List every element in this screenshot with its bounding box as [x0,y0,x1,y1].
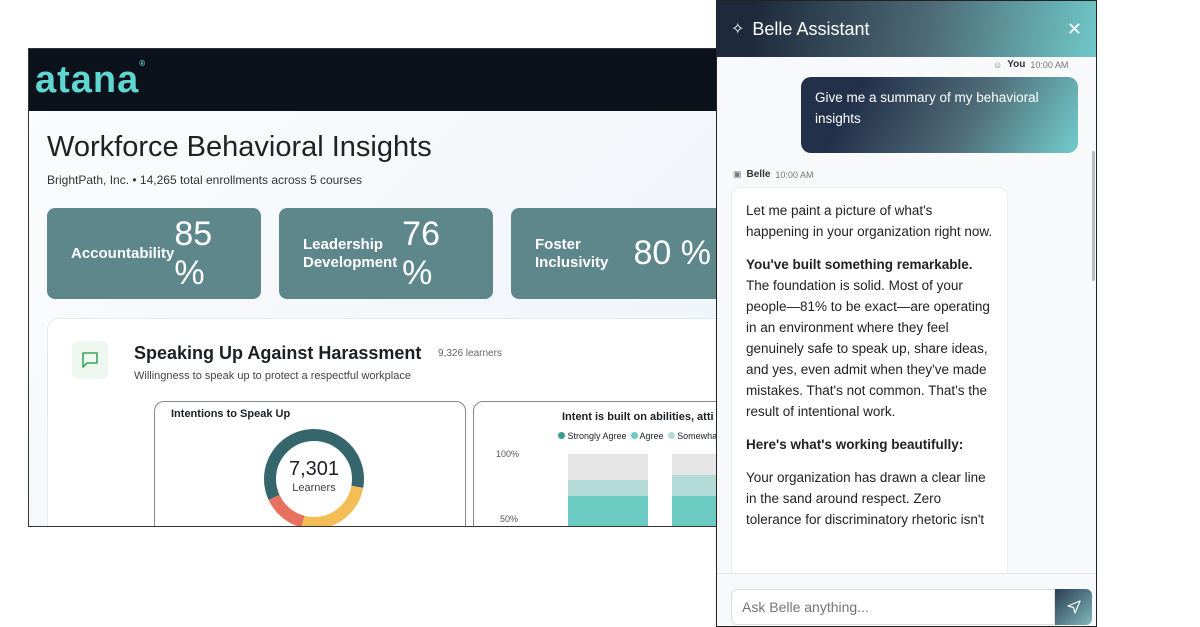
bot-heading: Here's what's working beautifully: [746,437,964,452]
assistant-header: ✧ Belle Assistant ✕ [717,1,1096,57]
bot-heading: You've built something remarkable. [746,257,973,272]
page-title: Workforce Behavioral Insights [47,131,432,163]
assistant-panel: ✧ Belle Assistant ✕ ☺ You 10:00 AM Give … [716,0,1097,627]
bot-paragraph: Your organization has drawn a clear line… [746,470,986,527]
legend-item: Agree [630,431,664,441]
send-icon [1066,600,1081,614]
bot-meta: ▣ Belle 10:00 AM [733,169,813,180]
donut-value: 7,301 [288,458,340,480]
bot-time: 10:00 AM [775,169,814,180]
donut-segment[interactable] [264,429,364,526]
donut-chart [264,429,364,526]
bar-segment[interactable] [568,480,648,496]
send-button[interactable] [1055,589,1092,625]
top-bar: atana® [29,49,717,111]
dashboard-window: atana® Workforce Behavioral Insights Bri… [28,48,718,527]
page-subtitle: BrightPath, Inc. • 14,265 total enrollme… [47,173,363,187]
kpi-value: 76 % [402,214,440,292]
user-message: Give me a summary of my behavioral insig… [801,77,1078,153]
donut-segment[interactable] [264,429,364,526]
legend-item: Strongly Agree [558,431,627,441]
user-name: You [1007,59,1026,70]
bar-segment[interactable] [568,495,648,526]
bot-paragraph: Let me paint a picture of what's happeni… [746,203,993,239]
kpi-label: Accountability [71,244,175,262]
assistant-title: Belle Assistant [752,18,870,39]
learner-count: 9,326 learners [438,348,502,359]
close-icon[interactable]: ✕ [1066,18,1082,39]
section-description: Willingness to speak up to protect a res… [134,370,411,382]
atana-logo[interactable]: atana® [35,58,147,101]
user-meta: ☺ You 10:00 AM [993,59,1068,70]
chat-bubble-icon [72,341,108,379]
bot-message: Let me paint a picture of what's happeni… [731,187,1008,587]
kpi-label: Foster Inclusivity [535,235,609,271]
bar-segment[interactable] [568,454,648,480]
donut-title: Intentions to Speak Up [171,408,291,420]
user-icon: ☺ [993,59,1003,70]
sparkles-icon: ✧ [731,21,745,38]
kpi-value: 80 % [633,234,712,272]
input-bar [717,573,1096,626]
bar-segment[interactable] [672,495,717,526]
chat-input[interactable] [731,589,1055,625]
bar-title: Intent is built on abilities, atti [562,411,714,423]
bar-segment[interactable] [672,474,717,496]
scrollbar[interactable] [1092,151,1095,281]
bot-paragraph: The foundation is solid. Most of your pe… [746,278,990,419]
donut-unit: Learners [292,482,336,494]
donut-panel: Intentions to Speak Up 7,301 Learners [154,401,466,526]
course-section: Speaking Up Against Harassment 9,326 lea… [47,318,717,526]
bot-name: Belle [746,169,771,180]
bar-segment[interactable] [672,454,717,475]
section-title: Speaking Up Against Harassment [134,343,422,363]
y-tick: 50% [500,514,519,524]
bar-legend: Strongly Agree Agree Somewha [558,431,717,441]
robot-icon: ▣ [733,169,742,179]
kpi-card-accountability[interactable]: Accountability 85 % [47,208,261,299]
kpi-value: 85 % [174,214,213,292]
kpi-label: Leadership Development [303,235,398,271]
bar-panel: Intent is built on abilities, atti Stron… [473,401,717,526]
kpi-card-inclusivity[interactable]: Foster Inclusivity 80 % [511,208,717,299]
user-time: 10:00 AM [1030,59,1069,70]
kpi-card-leadership[interactable]: Leadership Development 76 % [279,208,493,299]
y-tick: 100% [496,449,520,459]
legend-item: Somewha [667,431,717,441]
